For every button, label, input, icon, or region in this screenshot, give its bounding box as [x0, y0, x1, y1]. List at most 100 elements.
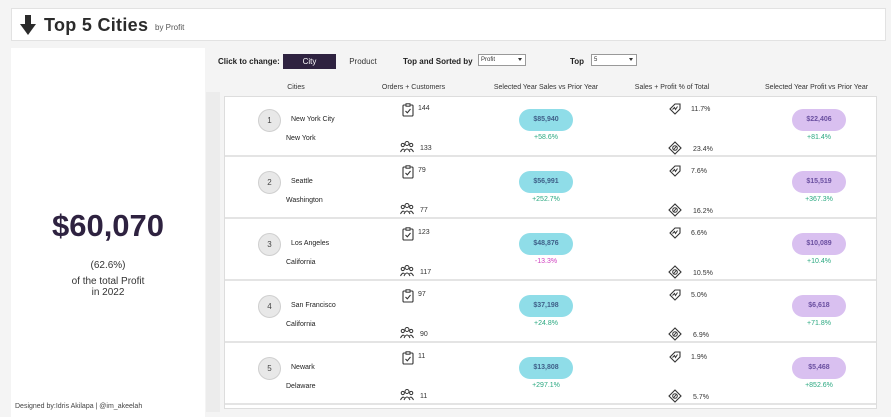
orders-count: 123: [418, 229, 430, 236]
sales-pct-of-total: 11.7%: [691, 106, 711, 113]
table-row[interactable]: 2 Seattle Washington 79 77 $56,991 +252.…: [225, 159, 876, 219]
customers-count: 117: [420, 269, 432, 276]
sales-tag-icon: [669, 227, 681, 239]
city-name: New York City: [291, 116, 335, 123]
table-row[interactable]: 3 Los Angeles California 123 117 $48,876…: [225, 221, 876, 281]
profit-pct-of-total: 5.7%: [693, 394, 709, 401]
profit-tag-icon: [668, 265, 682, 279]
table-row[interactable]: 5 Newark Delaware 11 11 $13,808 +297.1% …: [225, 345, 876, 405]
sales-growth: +24.8%: [534, 320, 558, 327]
profit-pct-of-total: 23.4%: [693, 146, 713, 153]
profit-share-pct: (62.6%): [90, 260, 126, 271]
sales-tag-icon: [669, 103, 681, 115]
customers-count: 90: [420, 331, 428, 338]
sales-growth: -13.3%: [534, 258, 558, 265]
orders-count: 97: [418, 291, 426, 298]
sort-label: Top and Sorted by: [403, 57, 473, 66]
rank-badge: 1: [258, 109, 281, 132]
sales-pct-of-total: 7.6%: [691, 168, 707, 175]
col-header-pct-of-total: Sales + Profit % of Total: [634, 84, 710, 91]
rank-badge: 5: [258, 357, 281, 380]
sales-pct-of-total: 1.9%: [691, 354, 707, 361]
profit-value-pill: $15,519: [792, 171, 846, 193]
profit-pct-of-total: 10.5%: [693, 270, 713, 277]
sales-value-pill: $85,940: [519, 109, 573, 131]
profit-tag-icon: [668, 327, 682, 341]
sales-value-pill: $13,808: [519, 357, 573, 379]
city-name: Newark: [291, 364, 315, 371]
profit-tag-icon: [668, 389, 682, 403]
rank-badge: 2: [258, 171, 281, 194]
table-row[interactable]: 1 New York City New York 144 133 $85,940…: [225, 97, 876, 157]
profit-value-pill: $5,468: [792, 357, 846, 379]
profit-growth: +367.3%: [805, 196, 833, 203]
profit-growth: +10.4%: [807, 258, 831, 265]
orders-count: 11: [418, 353, 426, 360]
col-header-orders-customers: Orders + Customers: [381, 84, 446, 91]
sort-select[interactable]: Profit: [478, 54, 526, 66]
profit-growth: +852.6%: [805, 382, 833, 389]
customers-count: 77: [420, 207, 428, 214]
customers-icon: [400, 203, 414, 215]
clipboard-icon: [402, 103, 414, 117]
page-title: Top 5 Cities: [44, 15, 149, 35]
sales-tag-icon: [669, 351, 681, 363]
state-name: New York: [286, 135, 316, 142]
profit-tag-icon: [668, 203, 682, 217]
col-header-profit-vs-prior: Selected Year Profit vs Prior Year: [764, 84, 869, 91]
profit-growth: +71.8%: [807, 320, 831, 327]
orders-count: 144: [418, 105, 430, 112]
table-row[interactable]: 4 San Francisco California 97 90 $37,198…: [225, 283, 876, 343]
caret-down-icon: [629, 58, 633, 61]
rank-badge: 3: [258, 233, 281, 256]
sales-growth: +252.7%: [532, 196, 560, 203]
clipboard-icon: [402, 165, 414, 179]
sales-tag-icon: [669, 289, 681, 301]
rank-badge: 4: [258, 295, 281, 318]
customers-count: 11: [420, 393, 428, 400]
cities-table: 1 New York City New York 144 133 $85,940…: [224, 96, 877, 409]
sales-pct-of-total: 5.0%: [691, 292, 707, 299]
sales-value-pill: $48,876: [519, 233, 573, 255]
top-select[interactable]: 5: [591, 54, 637, 66]
profit-pct-of-total: 16.2%: [693, 208, 713, 215]
customers-icon: [400, 389, 414, 401]
city-name: Seattle: [291, 178, 313, 185]
profit-share-desc: of the total Profit in 2022: [11, 276, 205, 298]
sales-pct-of-total: 6.6%: [691, 230, 707, 237]
top-select-value: 5: [594, 57, 598, 63]
scrollbar-track[interactable]: [206, 92, 220, 412]
profit-tag-icon: [668, 141, 682, 155]
page-header: Top 5 Cities by Profit: [11, 8, 886, 41]
total-profit-value: $60,070: [51, 208, 165, 243]
customers-icon: [400, 265, 414, 277]
profit-value-pill: $22,406: [792, 109, 846, 131]
customers-count: 133: [420, 145, 432, 152]
click-to-change-label: Click to change:: [218, 57, 280, 66]
clipboard-icon: [402, 351, 414, 365]
city-name: Los Angeles: [291, 240, 330, 247]
designer-credit: Designed by:Idris Akilapa | @im_akeelah: [15, 403, 143, 410]
sales-value-pill: $37,198: [519, 295, 573, 317]
sales-tag-icon: [669, 165, 681, 177]
page-subtitle: by Profit: [155, 23, 185, 32]
state-name: Delaware: [286, 383, 316, 390]
summary-panel: $60,070 (62.6%) of the total Profit in 2…: [11, 48, 205, 417]
profit-share-desc-line2: in 2022: [91, 287, 125, 298]
caret-down-icon: [518, 58, 522, 61]
col-header-cities: Cities: [287, 84, 305, 91]
state-name: Washington: [286, 197, 323, 204]
arrow-down-icon: [20, 15, 36, 35]
profit-share-desc-line1: of the total Profit: [71, 276, 145, 287]
customers-icon: [400, 141, 414, 153]
toggle-product-button[interactable]: Product: [349, 57, 377, 66]
state-name: California: [286, 259, 316, 266]
sales-growth: +297.1%: [532, 382, 560, 389]
toggle-city-button[interactable]: City: [283, 54, 336, 69]
sales-value-pill: $56,991: [519, 171, 573, 193]
profit-value-pill: $10,089: [792, 233, 846, 255]
profit-pct-of-total: 6.9%: [693, 332, 709, 339]
orders-count: 79: [418, 167, 426, 174]
city-name: San Francisco: [291, 302, 336, 309]
clipboard-icon: [402, 227, 414, 241]
